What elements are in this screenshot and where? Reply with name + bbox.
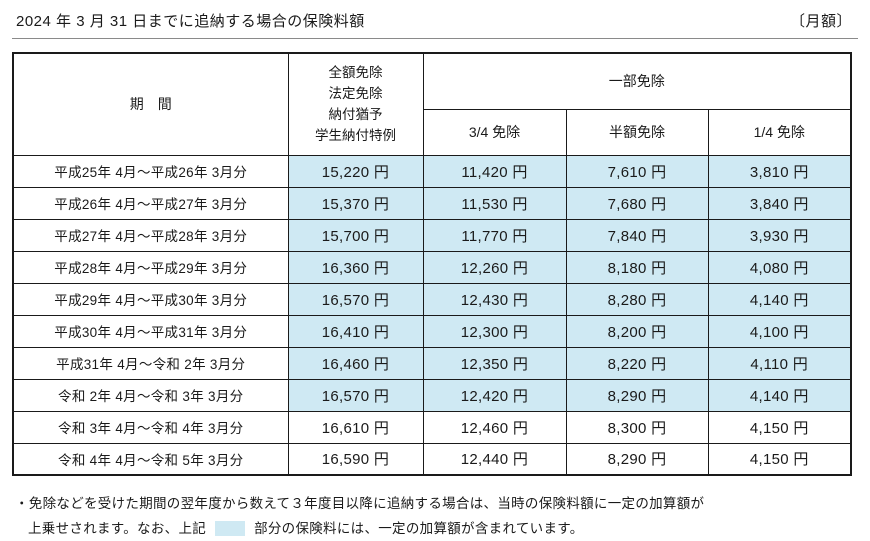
col-header-quarter-exemption: 1/4 免除 [707,108,852,156]
value-full-exemption: 15,370 円 [287,186,424,220]
value-half: 8,290 円 [565,442,709,476]
value-half: 7,840 円 [565,218,709,252]
table-row: 平成25年 4月～平成26年 3月分 15,220 円 11,420 円 7,6… [12,154,852,188]
period-cell: 平成25年 4月～平成26年 3月分 [12,154,289,188]
value-quarter: 4,140 円 [707,282,852,316]
highlight-swatch [215,521,246,536]
value-quarter: 3,930 円 [707,218,852,252]
footnote: ・免除などを受けた期間の翌年度から数えて３年度目以降に追納する場合は、当時の保険… [12,491,858,541]
value-three-quarter: 12,430 円 [422,282,567,316]
value-full-exemption: 15,700 円 [287,218,424,252]
table-row: 平成26年 4月～平成27年 3月分 15,370 円 11,530 円 7,6… [12,186,852,220]
period-cell: 平成29年 4月～平成30年 3月分 [12,282,289,316]
value-three-quarter: 12,440 円 [422,442,567,476]
value-three-quarter: 11,530 円 [422,186,567,220]
value-three-quarter: 11,420 円 [422,154,567,188]
period-cell: 令和 4年 4月～令和 5年 3月分 [12,442,289,476]
period-cell: 平成31年 4月～令和 2年 3月分 [12,346,289,380]
period-cell: 令和 3年 4月～令和 4年 3月分 [12,410,289,444]
premium-table: 期 間 全額免除 法定免除 納付猶予 学生納付特例 一部免除 3/4 免除 半額… [12,52,853,476]
period-cell: 令和 2年 4月～令和 3年 3月分 [12,378,289,412]
value-three-quarter: 12,300 円 [422,314,567,348]
table-row: 平成30年 4月～平成31年 3月分 16,410 円 12,300 円 8,2… [12,314,852,348]
table-row: 令和 4年 4月～令和 5年 3月分 16,590 円 12,440 円 8,2… [12,442,852,476]
header-row-sub: 3/4 免除 半額免除 1/4 免除 [13,108,852,156]
value-half: 8,290 円 [565,378,709,412]
value-three-quarter: 12,460 円 [422,410,567,444]
value-quarter: 4,100 円 [707,314,852,348]
col-header-period: 期 間 [12,52,289,156]
col-header-partial-exemption: 一部免除 [422,52,852,110]
value-full-exemption: 16,590 円 [287,442,424,476]
full-exemption-line: 法定免除 [328,86,383,102]
value-half: 7,610 円 [565,154,709,188]
value-half: 8,200 円 [565,314,709,348]
title-bar: 2024 年 3 月 31 日までに追納する場合の保険料額 〔月額〕 [12,8,858,39]
footnote-line-2: 上乗せされます。なお、上記 部分の保険料には、一定の加算額が含まれています。 [15,516,858,541]
period-cell: 平成28年 4月～平成29年 3月分 [12,250,289,284]
value-full-exemption: 16,570 円 [287,378,424,412]
unit-label: 〔月額〕 [789,13,852,30]
value-full-exemption: 16,570 円 [287,282,424,316]
table-row: 平成27年 4月～平成28年 3月分 15,700 円 11,770 円 7,8… [12,218,852,252]
page-title: 2024 年 3 月 31 日までに追納する場合の保険料額 [16,13,365,30]
table-row: 令和 3年 4月～令和 4年 3月分 16,610 円 12,460 円 8,3… [12,410,852,444]
table-row: 平成28年 4月～平成29年 3月分 16,360 円 12,260 円 8,1… [12,250,852,284]
table-row: 平成29年 4月～平成30年 3月分 16,570 円 12,430 円 8,2… [12,282,852,316]
col-header-half-exemption: 半額免除 [565,108,709,156]
value-full-exemption: 16,360 円 [287,250,424,284]
value-three-quarter: 12,350 円 [422,346,567,380]
period-cell: 平成30年 4月～平成31年 3月分 [12,314,289,348]
footnote-line-2-after: 部分の保険料には、一定の加算額が含まれています。 [254,521,584,536]
table-row: 平成31年 4月～令和 2年 3月分 16,460 円 12,350 円 8,2… [12,346,852,380]
col-header-full-exemption: 全額免除 法定免除 納付猶予 学生納付特例 [287,52,424,156]
col-header-three-quarter-exemption: 3/4 免除 [422,108,567,156]
period-cell: 平成27年 4月～平成28年 3月分 [12,218,289,252]
footnote-line-1: ・免除などを受けた期間の翌年度から数えて３年度目以降に追納する場合は、当時の保険… [15,496,705,511]
full-exemption-line: 納付猶予 [328,107,383,123]
value-quarter: 4,110 円 [707,346,852,380]
value-quarter: 3,810 円 [707,154,852,188]
value-half: 8,220 円 [565,346,709,380]
value-quarter: 4,150 円 [707,410,852,444]
value-quarter: 4,080 円 [707,250,852,284]
value-full-exemption: 16,410 円 [287,314,424,348]
value-full-exemption: 16,610 円 [287,410,424,444]
footnote-line-2-before: 上乗せされます。なお、上記 [28,521,207,536]
value-quarter: 4,150 円 [707,442,852,476]
period-cell: 平成26年 4月～平成27年 3月分 [12,186,289,220]
value-half: 8,280 円 [565,282,709,316]
value-half: 8,180 円 [565,250,709,284]
value-quarter: 3,840 円 [707,186,852,220]
full-exemption-line: 学生納付特例 [315,128,396,144]
value-quarter: 4,140 円 [707,378,852,412]
value-full-exemption: 16,460 円 [287,346,424,380]
value-full-exemption: 15,220 円 [287,154,424,188]
table-row: 令和 2年 4月～令和 3年 3月分 16,570 円 12,420 円 8,2… [12,378,852,412]
value-three-quarter: 11,770 円 [422,218,567,252]
header-row-top: 期 間 全額免除 法定免除 納付猶予 学生納付特例 一部免除 [12,52,852,156]
value-three-quarter: 12,420 円 [422,378,567,412]
full-exemption-line: 全額免除 [328,65,383,81]
value-half: 8,300 円 [565,410,709,444]
value-three-quarter: 12,260 円 [422,250,567,284]
value-half: 7,680 円 [565,186,709,220]
